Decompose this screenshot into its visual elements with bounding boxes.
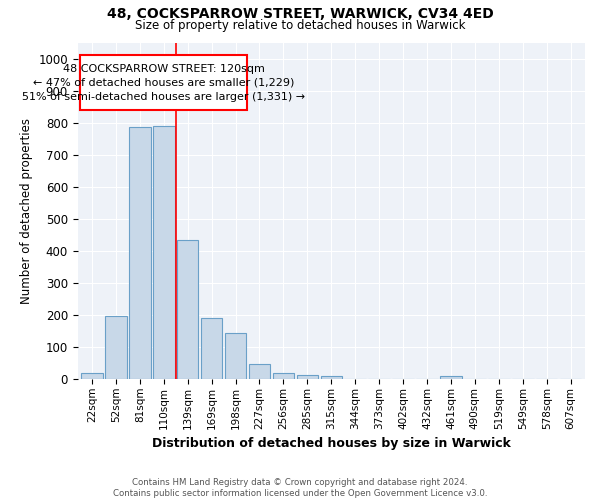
Bar [177, 240, 199, 379]
Bar [225, 333, 247, 379]
Text: Size of property relative to detached houses in Warwick: Size of property relative to detached ho… [135, 18, 465, 32]
Text: 48 COCKSPARROW STREET: 120sqm
← 47% of detached houses are smaller (1,229)
51% o: 48 COCKSPARROW STREET: 120sqm ← 47% of d… [22, 64, 305, 102]
Bar [129, 128, 151, 379]
FancyBboxPatch shape [80, 56, 247, 110]
Bar [105, 316, 127, 379]
Bar [153, 126, 175, 379]
Bar [272, 373, 294, 379]
Text: Contains HM Land Registry data © Crown copyright and database right 2024.
Contai: Contains HM Land Registry data © Crown c… [113, 478, 487, 498]
Bar [249, 364, 270, 379]
X-axis label: Distribution of detached houses by size in Warwick: Distribution of detached houses by size … [152, 437, 511, 450]
Bar [81, 373, 103, 379]
Bar [440, 376, 462, 379]
Bar [201, 318, 223, 379]
Bar [296, 374, 318, 379]
Y-axis label: Number of detached properties: Number of detached properties [20, 118, 32, 304]
Bar [320, 376, 342, 379]
Text: 48, COCKSPARROW STREET, WARWICK, CV34 4ED: 48, COCKSPARROW STREET, WARWICK, CV34 4E… [107, 8, 493, 22]
